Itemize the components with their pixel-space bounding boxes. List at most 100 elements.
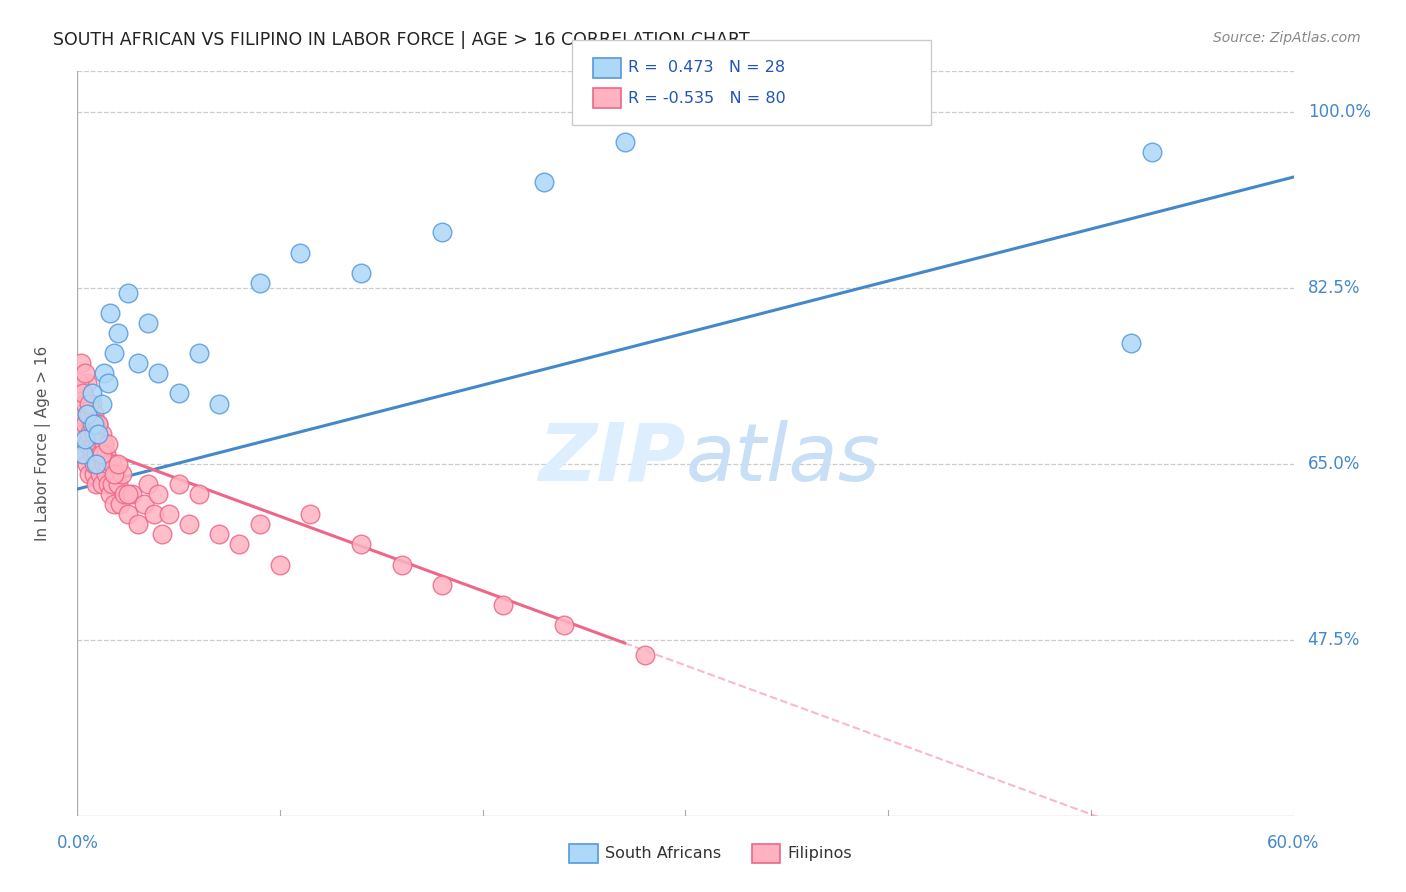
Point xyxy=(83,467,105,481)
Point xyxy=(97,477,120,491)
Point xyxy=(93,436,115,450)
Point xyxy=(94,467,117,481)
Text: 60.0%: 60.0% xyxy=(1267,834,1320,852)
Point xyxy=(72,447,94,461)
Point xyxy=(350,537,373,551)
Point xyxy=(249,517,271,532)
Point xyxy=(79,396,101,410)
Point xyxy=(86,436,108,450)
Point xyxy=(93,457,115,471)
Point xyxy=(80,417,103,431)
Point xyxy=(70,356,93,370)
Point xyxy=(97,436,120,450)
Point xyxy=(103,497,125,511)
Point xyxy=(84,426,107,441)
Point xyxy=(104,467,127,481)
Point xyxy=(228,537,250,551)
Point xyxy=(83,417,105,431)
Text: SOUTH AFRICAN VS FILIPINO IN LABOR FORCE | AGE > 16 CORRELATION CHART: SOUTH AFRICAN VS FILIPINO IN LABOR FORCE… xyxy=(53,31,749,49)
Point xyxy=(167,386,190,401)
Point xyxy=(89,447,111,461)
Point xyxy=(86,417,108,431)
Point xyxy=(83,426,105,441)
Point xyxy=(157,507,180,521)
Point xyxy=(86,426,108,441)
Point xyxy=(89,467,111,481)
Point xyxy=(70,426,93,441)
Point xyxy=(290,245,312,260)
Point xyxy=(90,477,112,491)
Text: 47.5%: 47.5% xyxy=(1308,631,1360,649)
Point xyxy=(492,598,515,612)
Point xyxy=(112,487,135,501)
Point xyxy=(148,367,170,381)
Point xyxy=(127,356,149,370)
Point xyxy=(84,447,107,461)
Text: 100.0%: 100.0% xyxy=(1308,103,1371,120)
Point xyxy=(70,407,93,421)
Point xyxy=(90,447,112,461)
Point xyxy=(83,457,105,471)
Point xyxy=(76,376,98,391)
Point xyxy=(83,407,105,421)
Text: 82.5%: 82.5% xyxy=(1308,279,1360,297)
Point xyxy=(93,367,115,381)
Point xyxy=(430,226,453,240)
Point xyxy=(188,346,211,360)
Point xyxy=(80,396,103,410)
Point xyxy=(67,432,90,446)
Point xyxy=(103,467,125,481)
Text: 65.0%: 65.0% xyxy=(1308,455,1360,473)
Point xyxy=(86,457,108,471)
Text: atlas: atlas xyxy=(686,419,880,498)
Point xyxy=(299,507,322,521)
Point xyxy=(391,558,413,572)
Text: Source: ZipAtlas.com: Source: ZipAtlas.com xyxy=(1213,31,1361,45)
Point xyxy=(72,447,94,461)
Point xyxy=(98,487,121,501)
Point xyxy=(117,507,139,521)
Point xyxy=(1121,336,1143,351)
Point xyxy=(143,507,166,521)
Point xyxy=(121,487,143,501)
Point xyxy=(67,376,90,391)
Point xyxy=(103,346,125,360)
Text: In Labor Force | Age > 16: In Labor Force | Age > 16 xyxy=(35,346,51,541)
Point xyxy=(76,436,98,450)
Point xyxy=(83,436,105,450)
Point xyxy=(108,497,131,511)
Point xyxy=(107,326,129,340)
Point xyxy=(79,407,101,421)
Point xyxy=(80,386,103,401)
Point xyxy=(117,487,139,501)
Point xyxy=(107,477,129,491)
Point xyxy=(90,396,112,410)
Point xyxy=(90,426,112,441)
Point xyxy=(152,527,174,541)
Point xyxy=(97,376,120,391)
Point xyxy=(613,135,636,149)
Point xyxy=(350,266,373,280)
Point xyxy=(208,527,231,541)
Point xyxy=(76,457,98,471)
Text: R = -0.535   N = 80: R = -0.535 N = 80 xyxy=(628,91,786,105)
Point xyxy=(72,386,94,401)
Point xyxy=(75,396,97,410)
Point xyxy=(79,467,101,481)
Text: South Africans: South Africans xyxy=(605,847,721,861)
Point xyxy=(533,175,555,189)
Point xyxy=(101,477,124,491)
Text: Filipinos: Filipinos xyxy=(787,847,852,861)
Point xyxy=(136,316,159,330)
Point xyxy=(1140,145,1163,159)
Text: ZIP: ZIP xyxy=(538,419,686,498)
Point xyxy=(136,477,159,491)
Point xyxy=(269,558,291,572)
Point xyxy=(84,477,107,491)
Point xyxy=(75,417,97,431)
Point xyxy=(127,517,149,532)
Point xyxy=(188,487,211,501)
Point xyxy=(97,457,120,471)
Point xyxy=(111,467,134,481)
Point xyxy=(117,285,139,300)
